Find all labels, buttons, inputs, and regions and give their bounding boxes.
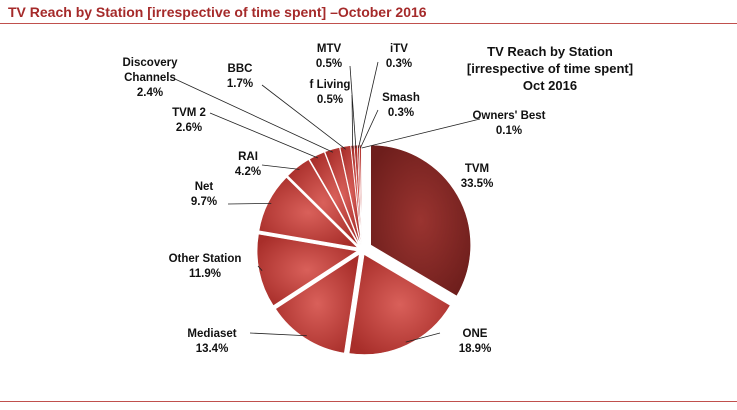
footer-rule: [0, 401, 737, 402]
pie-slice-rai: [287, 159, 360, 247]
data-label: Discovery Channels 2.4%: [123, 57, 179, 99]
data-label: TVM 2 2.6%: [172, 107, 206, 134]
data-label: TVM 33.5%: [461, 163, 494, 190]
data-label: f Living 0.5%: [310, 79, 351, 106]
pie-slice-bbc: [339, 145, 362, 246]
leader-line: [174, 78, 334, 153]
page-header: TV Reach by Station [irrespective of tim…: [8, 4, 427, 20]
chart-title-line-3: Oct 2016: [523, 78, 577, 93]
leader-line: [358, 61, 379, 149]
chart-title-line-2: [irrespective of time spent]: [467, 61, 633, 76]
data-label: MTV 0.5%: [316, 43, 342, 70]
pie-slice-one: [348, 254, 451, 355]
data-label: RAI 4.2%: [235, 151, 261, 178]
data-label: Other Station 11.9%: [169, 253, 242, 280]
pie-slice-other-station: [256, 233, 358, 307]
pie-slice-discovery-channels: [324, 147, 361, 246]
pie-slice-tvm: [370, 144, 471, 297]
leader-line: [360, 109, 379, 149]
leader-line: [249, 332, 307, 337]
pie-slice-net: [258, 177, 359, 249]
data-label: Mediaset 13.4%: [187, 328, 236, 355]
leader-line: [349, 65, 357, 149]
data-label: iTV 0.3%: [386, 43, 412, 70]
leader-line: [351, 94, 354, 149]
leader-line: [261, 164, 300, 170]
header-rule: [0, 23, 737, 24]
pie-slice-tvm-2: [309, 151, 361, 246]
pie-slice-mediaset: [275, 253, 360, 354]
data-label: ONE 18.9%: [459, 328, 492, 355]
leader-line: [405, 332, 441, 343]
leader-line: [261, 84, 346, 150]
data-label: Net 9.7%: [191, 181, 217, 208]
data-label: BBC 1.7%: [227, 63, 253, 90]
data-label: Smash 0.3%: [382, 92, 420, 119]
leader-line: [361, 118, 481, 149]
chart-title-line-1: TV Reach by Station: [487, 44, 613, 59]
leader-line: [227, 203, 272, 205]
leader-line: [209, 112, 319, 159]
leader-line: [257, 265, 263, 271]
data-label: Owners' Best 0.1%: [472, 110, 545, 137]
